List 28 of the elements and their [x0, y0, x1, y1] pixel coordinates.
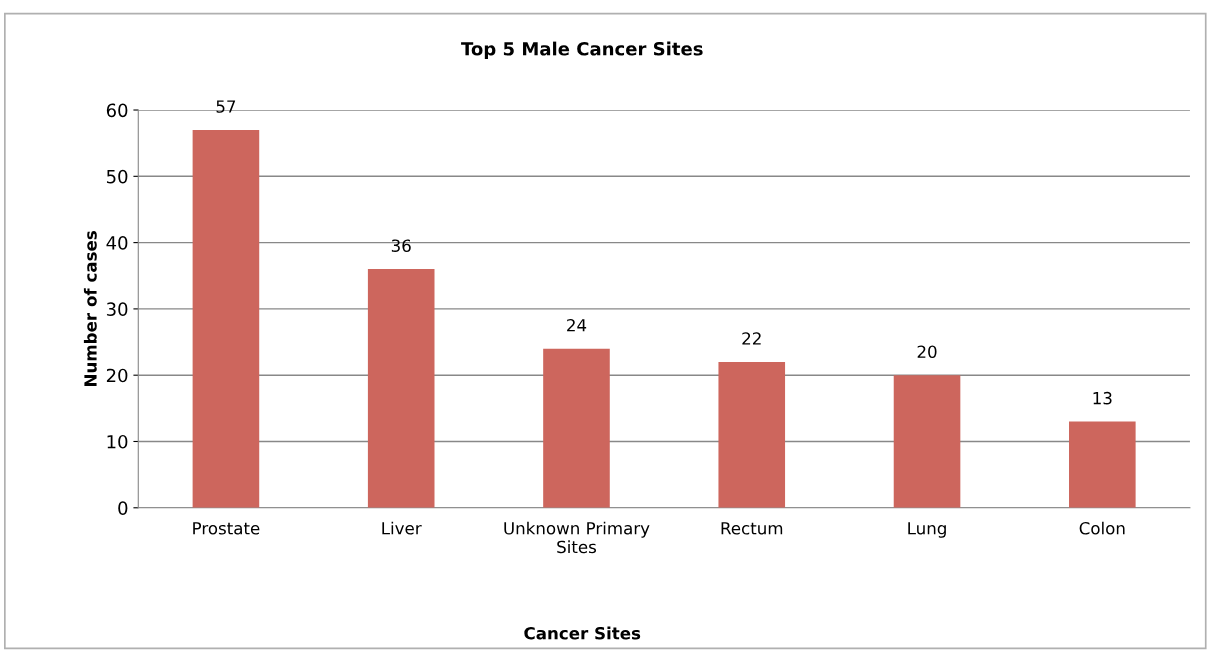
bar — [718, 361, 786, 508]
y-axis-title: Number of cases — [83, 231, 97, 386]
bar — [1069, 421, 1136, 508]
bar — [367, 269, 435, 508]
x-tick-label: Colon — [1079, 521, 1125, 535]
y-tick-label: 40 — [106, 236, 128, 250]
x-tick-label: Rectum — [721, 522, 783, 535]
x-tick-label: Prostate — [193, 522, 260, 535]
bar — [192, 129, 260, 508]
y-tick-label: 60 — [106, 103, 128, 118]
bar — [893, 375, 961, 508]
chart-title: Top 5 Male Cancer Sites — [461, 41, 703, 60]
y-tick-label: 0 — [118, 501, 128, 515]
data-label: 24 — [567, 318, 587, 332]
bar — [543, 348, 610, 508]
y-tick-label: 30 — [106, 302, 128, 317]
x-tick-label: Lung — [908, 522, 946, 538]
data-label: 13 — [1093, 391, 1112, 405]
y-tick-label: 10 — [107, 434, 128, 449]
data-label: 20 — [917, 345, 937, 359]
data-label: 22 — [742, 332, 761, 345]
x-axis-title: Cancer Sites — [524, 626, 641, 640]
y-tick-label: 50 — [106, 169, 128, 184]
y-tick-label: 20 — [106, 368, 128, 383]
data-label: 57 — [216, 100, 236, 113]
x-tick-label: Unknown Primary Sites — [504, 521, 650, 554]
data-label: 36 — [391, 239, 411, 253]
x-tick-label: Liver — [382, 521, 422, 535]
